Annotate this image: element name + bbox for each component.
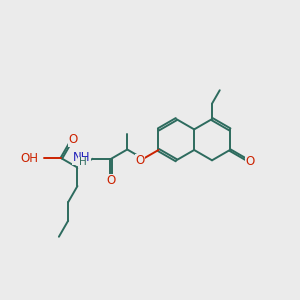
Text: O: O [135,154,144,167]
Text: NH: NH [73,151,90,164]
Text: OH: OH [20,152,38,165]
Text: O: O [68,133,78,146]
Text: H: H [79,157,87,167]
Text: O: O [245,155,255,168]
Text: O: O [106,174,116,187]
